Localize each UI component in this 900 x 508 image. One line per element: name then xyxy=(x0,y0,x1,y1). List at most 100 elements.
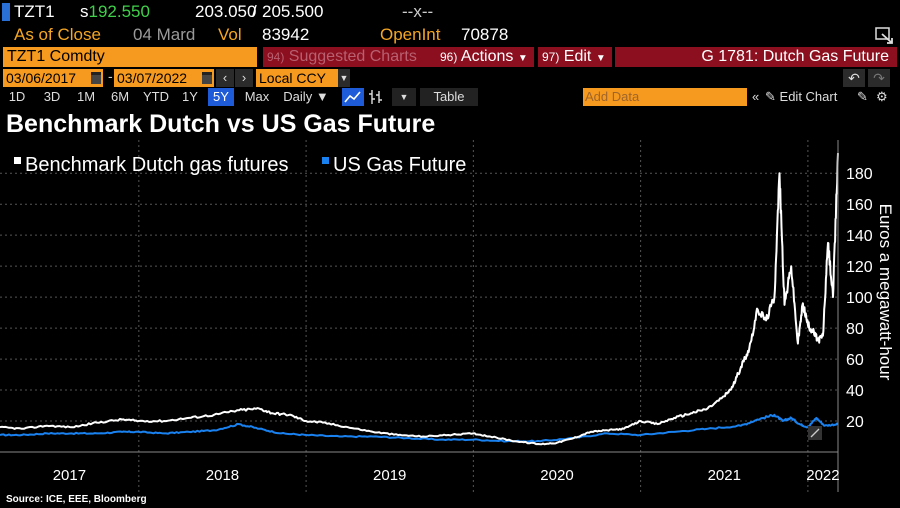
period-5y[interactable]: 5Y xyxy=(208,88,234,106)
legend: Benchmark Dutch gas futures US Gas Future xyxy=(14,154,466,176)
date-range-bar: 03/06/2017 - 03/07/2022 ‹ › Local CCY ▼ … xyxy=(0,68,900,88)
redo-icon[interactable]: ↷ xyxy=(868,69,890,87)
resize-icon[interactable] xyxy=(808,426,822,440)
gear-icon[interactable]: ⚙ xyxy=(876,89,888,104)
ticker-marker xyxy=(2,3,10,21)
y-tick-label: 180 xyxy=(846,166,873,183)
bar-chart-icon[interactable] xyxy=(368,88,384,106)
as-of-label: As of Close xyxy=(14,25,101,44)
suggested-charts-button[interactable]: 94) Suggested Charts xyxy=(263,47,455,67)
menu-bar: TZT1 Comdty 94) Suggested Charts 96) Act… xyxy=(0,46,900,68)
chart-area: 20 40 60 80 100 120 140 160 180 2017 2018 2019 2020… xyxy=(0,140,895,492)
actions-label: Actions xyxy=(460,48,514,65)
frequency-value: Daily xyxy=(283,89,313,104)
y-tick-label: 140 xyxy=(846,228,873,245)
as-of-date: 04 Mard xyxy=(133,25,196,44)
chevron-down-icon: ▼ xyxy=(517,53,528,64)
volume-value: 83942 xyxy=(262,25,310,44)
add-data-input[interactable]: Add Data xyxy=(583,88,747,106)
y-tick-label: 120 xyxy=(846,259,873,276)
x-tick-label: 2019 xyxy=(373,467,406,484)
security-field[interactable]: TZT1 Comdty xyxy=(3,47,257,67)
edit-button[interactable]: 97) Edit ▼ xyxy=(538,47,612,67)
bid-price: 203.050 xyxy=(195,2,257,21)
x-axis: 2017 2018 2019 2020 2021 2022 xyxy=(0,451,840,484)
period-6m[interactable]: 6M xyxy=(110,89,130,104)
y-tick-label: 100 xyxy=(846,290,873,307)
calendar-icon[interactable] xyxy=(202,72,212,84)
end-date-field[interactable]: 03/07/2022 xyxy=(114,69,214,87)
ask-price: 205.500 xyxy=(262,2,324,21)
x-tick-label: 2017 xyxy=(53,467,86,484)
gridlines xyxy=(0,172,838,422)
price-value: 192.550 xyxy=(88,2,150,21)
period-max[interactable]: Max xyxy=(244,89,270,104)
y-tick-label: 20 xyxy=(846,414,864,431)
collapse-icon[interactable]: « xyxy=(752,89,760,104)
period-1m[interactable]: 1M xyxy=(76,89,96,104)
last-price: s192.550 xyxy=(80,2,150,22)
settings-icon[interactable]: ✎ xyxy=(857,89,868,104)
bid-ask-separator: / xyxy=(252,2,257,21)
currency-field[interactable]: Local CCY xyxy=(256,69,338,87)
volume-label: Vol xyxy=(218,25,242,44)
suggested-charts-label: Suggested Charts xyxy=(288,48,417,65)
period-3d[interactable]: 3D xyxy=(43,89,61,104)
open-interest-value: 70878 xyxy=(461,25,509,44)
y-axis: 20 40 60 80 100 120 140 160 180 xyxy=(837,140,873,492)
status-bar: As of Close 04 Mard Vol 83942 OpenInt 70… xyxy=(0,24,900,46)
year-dividers xyxy=(138,140,809,492)
chevron-left-icon[interactable]: ‹ xyxy=(216,69,234,87)
price-prefix: s xyxy=(80,2,89,21)
period-toolbar: 1D 3D 1M 6M YTD 1Y 5Y Max Daily ▼ ▼ Tabl… xyxy=(0,88,900,106)
suggested-charts-number: 94) xyxy=(267,50,285,64)
quote-bar: TZT1 s192.550 203.050 / 205.500 --x-- xyxy=(0,0,900,24)
y-tick-label: 40 xyxy=(846,383,864,400)
open-interest-label: OpenInt xyxy=(380,25,441,44)
ticker-symbol: TZT1 xyxy=(14,2,55,21)
x-tick-label: 2020 xyxy=(540,467,573,484)
chevron-down-icon[interactable]: ▼ xyxy=(392,88,416,106)
legend-label: Benchmark Dutch gas futures xyxy=(25,154,288,176)
y-tick-label: 80 xyxy=(846,321,864,338)
series-line xyxy=(0,413,839,443)
start-date-value: 03/06/2017 xyxy=(6,70,77,86)
actions-button[interactable]: 96) Actions ▼ xyxy=(436,47,534,67)
frequency-select[interactable]: Daily ▼ xyxy=(280,88,332,106)
change-value: --x-- xyxy=(402,2,434,21)
period-1d[interactable]: 1D xyxy=(8,89,26,104)
start-date-field[interactable]: 03/06/2017 xyxy=(3,69,103,87)
x-tick-label: 2018 xyxy=(206,467,239,484)
y-tick-label: 60 xyxy=(846,352,864,369)
x-tick-label: 2022 xyxy=(806,467,839,484)
chevron-right-icon[interactable]: › xyxy=(235,69,253,87)
edit-chart-label: Edit Chart xyxy=(779,89,838,104)
line-chart-icon[interactable] xyxy=(342,88,364,106)
calendar-icon[interactable] xyxy=(91,72,101,84)
end-date-value: 03/07/2022 xyxy=(117,70,188,86)
legend-swatch xyxy=(14,157,21,164)
undo-icon[interactable]: ↶ xyxy=(843,69,865,87)
pencil-icon: ✎ xyxy=(765,89,776,104)
chevron-down-icon[interactable]: ▼ xyxy=(338,69,350,87)
legend-label: US Gas Future xyxy=(333,154,466,176)
chart-title: Benchmark Dutch vs US Gas Future xyxy=(6,110,436,138)
period-1y[interactable]: 1Y xyxy=(182,89,198,104)
edit-label: Edit xyxy=(563,48,592,65)
edit-number: 97) xyxy=(542,50,560,64)
expand-icon[interactable] xyxy=(874,26,896,46)
function-title: G 1781: Dutch Gas Future xyxy=(615,47,897,67)
edit-chart-button[interactable]: ✎ Edit Chart xyxy=(765,88,837,106)
source-note: Source: ICE, EEE, Bloomberg xyxy=(6,494,147,505)
series-lines xyxy=(0,153,839,446)
series-line xyxy=(0,153,839,446)
y-tick-label: 160 xyxy=(846,197,873,214)
period-ytd[interactable]: YTD xyxy=(143,89,169,104)
chevron-down-icon: ▼ xyxy=(595,53,606,64)
chevron-down-icon: ▼ xyxy=(315,89,329,104)
x-tick-label: 2021 xyxy=(708,467,741,484)
legend-swatch xyxy=(322,157,329,164)
table-button[interactable]: Table xyxy=(420,88,478,106)
date-range-dash: - xyxy=(108,68,113,84)
actions-number: 96) xyxy=(440,50,458,64)
